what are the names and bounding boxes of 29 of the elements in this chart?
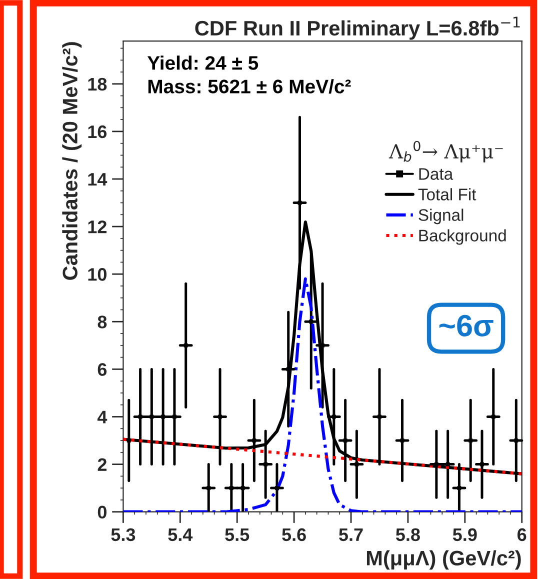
chart-title: CDF Run II Preliminary L=6.8fb$^{−1}$	[195, 16, 520, 40]
legend-title: Λ$_{b}$$^{0}$→ Λμ⁺μ⁻	[388, 140, 503, 162]
legend-label: Signal	[418, 208, 464, 224]
legend-label: Background	[419, 229, 506, 245]
x-tick-label: 5.9	[452, 528, 477, 542]
y-tick-label: 6	[98, 363, 107, 376]
x-tick-label: 5.6	[282, 528, 306, 542]
y-tick-label: 8	[98, 316, 107, 328]
x-tick-label: 6	[518, 528, 526, 542]
annotation: Yield: 24 ± 5	[147, 56, 258, 70]
x-tick-label: 5.5	[225, 528, 250, 542]
x-tick-label: 5.4	[168, 528, 193, 542]
y-axis-title: Candidates / (20 MeV/c²)	[62, 42, 82, 280]
y-tick-label: 14	[88, 173, 108, 186]
annotation: ~6σ	[439, 314, 494, 336]
y-tick-label: 4	[97, 410, 108, 424]
y-tick-label: 12	[88, 220, 107, 234]
annotation: Mass: 5621 ± 6 MeV/c²	[148, 79, 351, 94]
y-tick-label: 0	[98, 506, 106, 519]
y-tick-label: 2	[98, 458, 107, 471]
y-tick-label: 18	[88, 78, 107, 91]
y-tick-label: 16	[88, 125, 107, 138]
x-tick-label: 5.3	[111, 528, 136, 542]
legend-label: Total Fit	[418, 188, 476, 200]
legend-label: Data	[419, 168, 454, 180]
x-axis-title: M(μμΛ) (GeV/c²)	[366, 550, 521, 570]
y-tick-label: 10	[88, 268, 106, 281]
x-tick-label: 5.8	[396, 528, 420, 542]
x-tick-label: 5.7	[339, 528, 363, 542]
